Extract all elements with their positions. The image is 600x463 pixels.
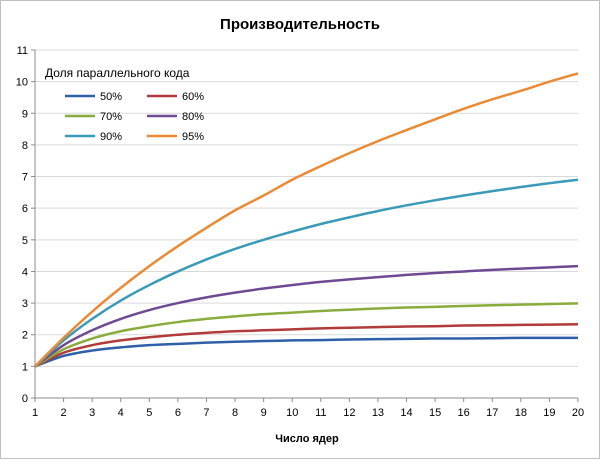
x-tick-label: 17 — [486, 407, 498, 419]
y-tick-label: 4 — [22, 266, 28, 278]
chart-title: Производительность — [220, 16, 380, 33]
x-tick-label: 8 — [232, 407, 238, 419]
series-line-50pct — [34, 336, 578, 368]
x-tick-label: 13 — [372, 407, 384, 419]
y-tick-labels: 0 1 2 3 4 5 6 7 8 9 10 11 — [16, 45, 28, 405]
x-tick-label: 3 — [89, 407, 95, 419]
x-tick-label: 14 — [400, 407, 412, 419]
y-tick-label: 9 — [22, 108, 28, 120]
y-tick-label: 8 — [22, 140, 28, 152]
legend-label: 95% — [182, 131, 204, 143]
series-line-60pct — [34, 323, 579, 368]
series-line-70pct — [34, 302, 579, 368]
x-tick-label: 7 — [203, 407, 209, 419]
grid-lines — [35, 49, 578, 367]
legend-label: 60% — [182, 91, 204, 103]
legend-label: 80% — [182, 111, 204, 123]
series-line-95pct — [34, 72, 579, 368]
y-tick-label: 5 — [22, 235, 28, 247]
x-tick-label: 19 — [543, 407, 555, 419]
x-tick-label: 6 — [175, 407, 181, 419]
legend-label: 70% — [100, 111, 122, 123]
x-tick-label: 16 — [458, 407, 470, 419]
x-tick-label: 10 — [286, 407, 298, 419]
series-line-80pct — [34, 264, 579, 368]
x-tick-label: 18 — [515, 407, 527, 419]
y-tick-label: 7 — [22, 172, 28, 184]
y-tick-label: 0 — [22, 393, 28, 405]
y-tick-label: 3 — [22, 298, 28, 310]
legend-label: 50% — [100, 91, 122, 103]
x-tick-label: 11 — [315, 407, 326, 419]
x-tick-label: 4 — [118, 407, 124, 419]
legend: Доля параллельного кода 50% 60% 70% 80% 90% 9… — [45, 66, 204, 143]
x-tick-label: 1 — [32, 407, 38, 419]
x-axis-label: Число ядер — [275, 433, 339, 445]
x-tick-label: 9 — [261, 407, 267, 419]
x-tick-label: 2 — [61, 407, 67, 419]
x-tick-labels: 1 2 3 4 5 6 7 8 9 10 11 12 13 14 15 16 17 18 19 20 — [32, 407, 584, 419]
y-tick-label: 6 — [22, 203, 28, 215]
x-tick-label: 5 — [146, 407, 152, 419]
series-lines — [34, 72, 579, 368]
legend-label: 90% — [100, 131, 122, 143]
x-tick-label: 12 — [343, 407, 355, 419]
axes — [31, 49, 579, 402]
x-tick-label: 20 — [572, 407, 584, 419]
legend-title: Доля параллельного кода — [45, 66, 190, 80]
series-line-90pct — [34, 178, 579, 368]
y-tick-label: 1 — [22, 361, 28, 373]
x-tick-label: 15 — [429, 407, 441, 419]
y-tick-label: 11 — [17, 45, 28, 57]
y-tick-label: 10 — [16, 77, 28, 89]
y-tick-label: 2 — [22, 330, 28, 342]
